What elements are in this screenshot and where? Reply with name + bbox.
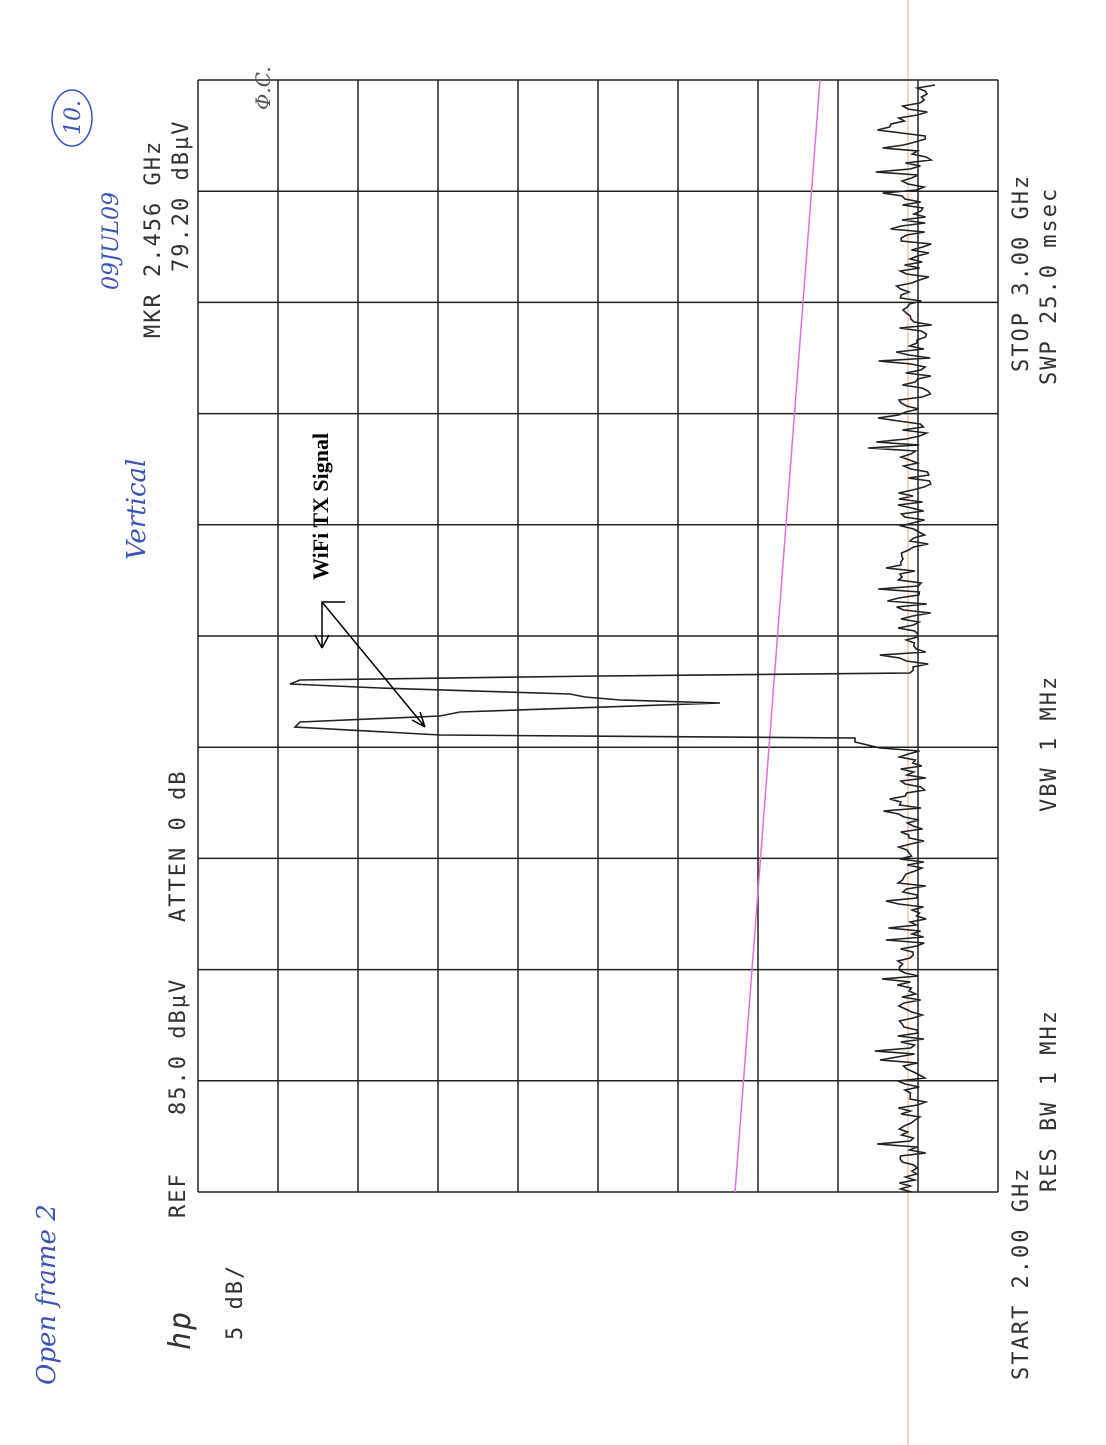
limit-line bbox=[734, 79, 821, 1193]
page-circle bbox=[51, 89, 93, 147]
stop-freq: STOP 3.00 GHz bbox=[1009, 174, 1034, 372]
ref-label: REF bbox=[166, 1172, 191, 1218]
ref-level: 85.0 dBµV bbox=[166, 978, 191, 1115]
logo: hp bbox=[163, 1310, 198, 1350]
spectrum-trace bbox=[289, 84, 936, 1193]
atten: ATTEN 0 dB bbox=[166, 770, 191, 922]
page-number: 10. bbox=[61, 100, 86, 135]
date: 09JUL09 bbox=[99, 192, 124, 290]
res-bw: RES BW 1 MHz bbox=[1037, 1009, 1062, 1192]
start-freq: START 2.00 GHz bbox=[1009, 1167, 1034, 1380]
vbw: VBW 1 MHz bbox=[1037, 675, 1062, 812]
marker-freq: MKR 2.456 GHz bbox=[141, 140, 166, 338]
sweep: SWP 25.0 msec bbox=[1037, 187, 1062, 385]
signal-label: WiFi TX Signal bbox=[308, 433, 333, 580]
note-title: Open frame 2 bbox=[32, 1204, 62, 1385]
annotation-arrows bbox=[314, 601, 426, 728]
initials: Φ.C. bbox=[251, 66, 275, 110]
scale: 5 dB/ bbox=[223, 1264, 248, 1340]
polarization: Vertical bbox=[122, 459, 152, 560]
marker-level: 79.20 dBµV bbox=[169, 120, 194, 272]
